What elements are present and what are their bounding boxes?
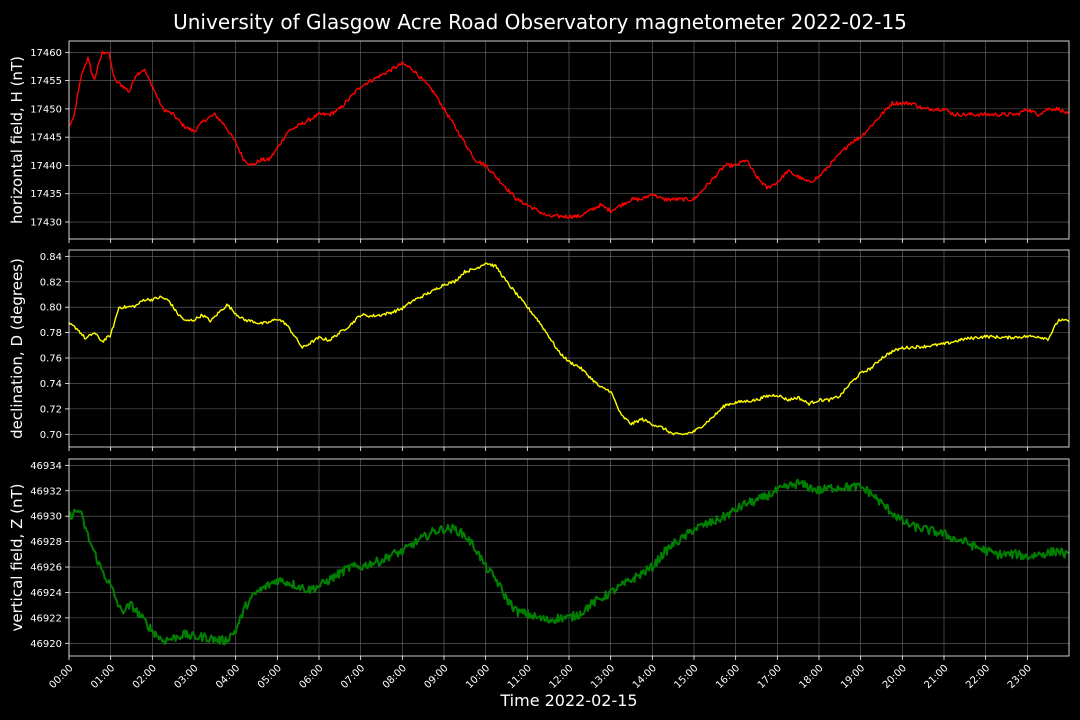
series-line — [68, 262, 1070, 436]
y-tick-label: 0.72 — [40, 404, 62, 415]
y-tick-label: 46934 — [30, 461, 62, 472]
panel-2: 0.70 0.72 0.74 0.76 0.78 0.80 0.82 0.84 declinat… — [8, 249, 1070, 451]
y-tick-label: 46928 — [30, 537, 62, 548]
y-tick-label: 46926 — [30, 563, 62, 574]
y-tick-label: 0.74 — [40, 379, 62, 390]
y-tick-label: 0.76 — [40, 354, 62, 365]
panel-1: 17430 17435 17440 17445 17450 17455 17460 horiz… — [8, 40, 1070, 243]
series-line — [68, 50, 1070, 220]
y-tick-label: 17460 — [30, 48, 62, 59]
plot-frame — [68, 249, 1070, 448]
x-axis-label: Time 2022-02-15 — [499, 691, 637, 710]
y-tick-label: 0.78 — [40, 328, 62, 339]
panels-group: 17430 17435 17440 17445 17450 17455 17460 horiz… — [8, 40, 1070, 691]
plot-frame — [68, 40, 1070, 240]
y-tick-label: 17440 — [30, 161, 62, 172]
y-tick-label: 17445 — [30, 133, 62, 144]
y-tick-label: 46930 — [30, 512, 62, 523]
y-tick-label: 0.70 — [40, 430, 62, 441]
y-axis-label: horizontal field, H (nT) — [8, 56, 26, 224]
y-tick-label: 17455 — [30, 76, 62, 87]
y-tick-label: 46932 — [30, 486, 62, 497]
y-tick-label: 0.84 — [40, 252, 62, 263]
y-tick-label: 17450 — [30, 104, 62, 115]
plot-frame — [68, 458, 1070, 657]
y-tick-label: 17435 — [30, 189, 62, 200]
y-tick-label: 0.80 — [40, 303, 62, 314]
y-tick-label: 17430 — [30, 218, 62, 229]
y-axis-label: declination, D (degrees) — [8, 258, 26, 439]
y-tick-label: 46922 — [30, 613, 62, 624]
y-tick-label: 46920 — [30, 639, 62, 650]
series-line — [68, 478, 1070, 646]
chart-title: University of Glasgow Acre Road Observat… — [173, 10, 907, 34]
y-axis-label: vertical field, Z (nT) — [8, 483, 26, 631]
y-tick-label: 0.82 — [40, 277, 62, 288]
y-tick-label: 46924 — [30, 588, 62, 599]
